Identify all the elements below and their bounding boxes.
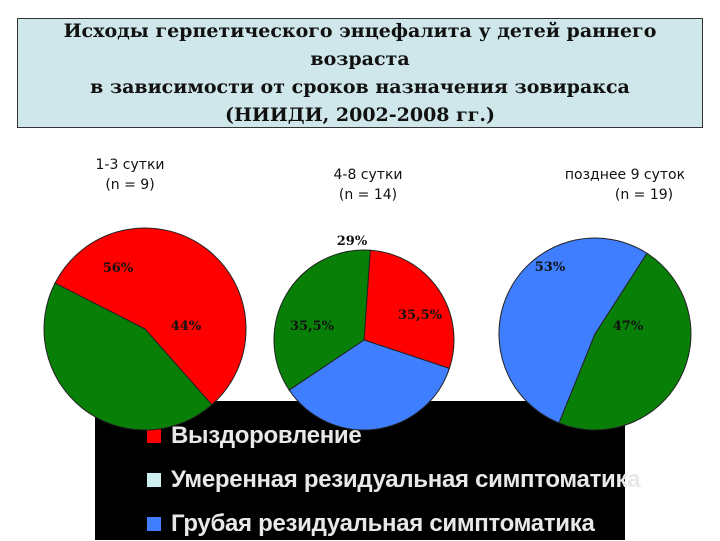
- pie-2-slice-3: [273, 249, 371, 391]
- caption-pie-2: 4-8 сутки (n = 14): [298, 165, 438, 205]
- pie-1-slice-1: [54, 227, 247, 406]
- legend: Выздоровление Умеренная резидуальная сим…: [95, 401, 641, 541]
- pie-3-label-1: 47%: [613, 319, 644, 334]
- caption-pie-3-n: (n = 19): [614, 187, 674, 203]
- legend-label-severe: Грубая резидуальная симптоматика: [171, 510, 595, 537]
- caption-pie-3-period: позднее 9 суток: [564, 167, 686, 183]
- pie-2-label-3: 35,5%: [290, 319, 335, 334]
- title-line-2: в зависимости от сроков назначения зовир…: [90, 76, 630, 98]
- pie-2-slice-1: [363, 249, 455, 370]
- caption-pie-2-n: (n = 14): [338, 187, 398, 203]
- pie-2-slice-2: [288, 339, 451, 431]
- pie-2-label-2: 35,5%: [398, 308, 443, 323]
- pie-1-slice-2: [43, 282, 213, 431]
- legend-item-recovery: Выздоровление: [147, 419, 362, 453]
- title-line-3: (НИИДИ, 2002-2008 гг.): [224, 104, 496, 126]
- title-box: Исходы герпетического энцефалита у детей…: [17, 18, 703, 128]
- pie-2-label-1: 29%: [337, 234, 368, 249]
- legend-swatch-severe: [147, 517, 161, 531]
- pie-1-label-1: 56%: [103, 261, 134, 276]
- legend-swatch-recovery: [147, 429, 161, 443]
- title-line-1: Исходы герпетического энцефалита у детей…: [63, 20, 657, 70]
- caption-pie-1-n: (n = 9): [105, 177, 155, 193]
- pie-3-slice-1: [558, 252, 692, 431]
- pie-3-slice-2: [498, 237, 648, 424]
- caption-pie-2-period: 4-8 сутки: [333, 167, 403, 183]
- legend-label-moderate: Умеренная резидуальная симптоматика: [171, 466, 641, 493]
- legend-label-recovery: Выздоровление: [171, 422, 362, 449]
- caption-pie-1-period: 1-3 сутки: [95, 157, 165, 173]
- caption-pie-3: позднее 9 суток (n = 19): [545, 165, 705, 205]
- caption-pie-1: 1-3 сутки (n = 9): [60, 155, 200, 195]
- pie-3-label-2: 53%: [535, 260, 566, 275]
- legend-item-severe: Грубая резидуальная симптоматика: [147, 507, 595, 541]
- legend-item-moderate: Умеренная резидуальная симптоматика: [147, 463, 641, 497]
- legend-swatch-moderate: [147, 473, 161, 487]
- pie-1-label-2: 44%: [171, 319, 202, 334]
